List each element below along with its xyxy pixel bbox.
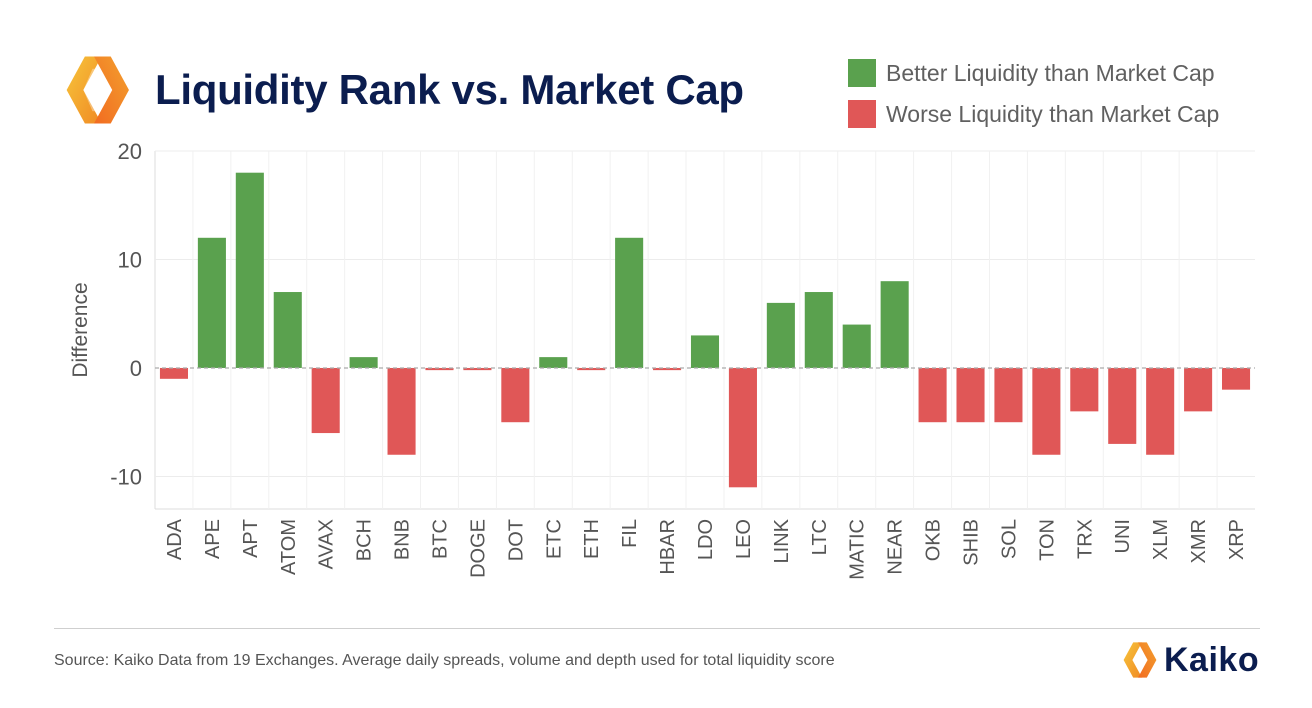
x-tick-label-okb: OKB (923, 519, 945, 561)
bar-ape (197, 237, 226, 368)
y-tick-labels: 20 10 0 -10 (110, 139, 142, 489)
legend-item-better: Better Liquidity than Market Cap (848, 58, 1219, 88)
y-tick-label: -10 (110, 464, 142, 489)
x-tick-label-bnb: BNB (392, 519, 414, 560)
bar-trx (1070, 367, 1099, 412)
legend-item-worse: Worse Liquidity than Market Cap (848, 99, 1219, 129)
footer-divider (54, 628, 1260, 629)
chart-title: Liquidity Rank vs. Market Cap (155, 66, 744, 113)
x-tick-label-xrp: XRP (1226, 519, 1248, 560)
bar-atom (273, 292, 302, 368)
x-tick-label-etc: ETC (543, 519, 565, 559)
bar-bnb (387, 367, 416, 455)
x-tick-label-sol: SOL (998, 519, 1020, 559)
x-tick-label-ltc: LTC (809, 519, 831, 555)
bar-doge (463, 367, 492, 371)
x-tick-label-ada: ADA (164, 518, 186, 560)
x-tick-label-matic: MATIC (847, 519, 869, 580)
x-tick-label-btc: BTC (429, 519, 451, 559)
y-tick-label: 0 (130, 356, 142, 381)
x-tick-label-doge: DOGE (467, 519, 489, 578)
chart-legend: Better Liquidity than Market Cap Worse L… (848, 58, 1219, 140)
bar-xrp (1222, 367, 1251, 390)
x-tick-label-xmr: XMR (1188, 519, 1210, 563)
bar-leo (728, 367, 757, 488)
bar-etc (539, 357, 568, 368)
x-tick-label-eth: ETH (581, 519, 603, 559)
kaiko-logo-icon (1123, 642, 1157, 678)
bar-uni (1108, 367, 1137, 444)
x-tick-label-hbar: HBAR (657, 519, 679, 575)
x-tick-label-leo: LEO (733, 519, 755, 559)
bar-shib (956, 367, 985, 423)
x-tick-label-near: NEAR (885, 519, 907, 575)
x-tick-label-ton: TON (1036, 519, 1058, 561)
x-tick-label-avax: AVAX (316, 519, 338, 569)
legend-swatch-worse (848, 100, 876, 128)
bar-xlm (1146, 367, 1175, 455)
x-tick-label-ldo: LDO (695, 519, 717, 560)
bar-eth (577, 367, 606, 371)
legend-label-worse: Worse Liquidity than Market Cap (886, 100, 1220, 127)
legend-label-better: Better Liquidity than Market Cap (886, 59, 1215, 86)
x-tick-label-link: LINK (771, 518, 793, 563)
x-tick-label-bch: BCH (354, 519, 376, 561)
x-tick-label-apt: APT (240, 519, 262, 558)
bar-chart: 20 10 0 -10 ADA APE APT ATOM AVAX BCH BNB BTC DOGE D… (69, 139, 1255, 580)
bars-layer (159, 172, 1251, 488)
bar-ldo (690, 335, 720, 368)
bar-apt (235, 172, 264, 368)
y-tick-label: 10 (118, 247, 142, 272)
x-tick-label-shib: SHIB (961, 519, 983, 566)
y-tick-label: 20 (118, 139, 142, 164)
bar-okb (918, 367, 947, 423)
bar-sol (994, 367, 1023, 423)
bar-bch (349, 357, 378, 368)
bar-xmr (1184, 367, 1213, 412)
bar-hbar (653, 367, 682, 371)
y-axis-label: Difference (69, 282, 92, 377)
bar-fil (615, 237, 644, 368)
x-tick-label-dot: DOT (505, 519, 527, 561)
source-note: Source: Kaiko Data from 19 Exchanges. Av… (54, 652, 835, 669)
bar-link (766, 302, 795, 368)
kaiko-logo-icon (66, 56, 129, 124)
bar-ltc (804, 292, 833, 368)
x-tick-label-trx: TRX (1074, 519, 1096, 559)
x-tick-label-atom: ATOM (278, 519, 300, 575)
grid-layer (154, 150, 1255, 510)
x-tick-label-xlm: XLM (1150, 519, 1172, 560)
bar-matic (842, 324, 871, 368)
bar-avax (311, 367, 340, 434)
x-tick-label-fil: FIL (619, 519, 641, 548)
bar-dot (501, 367, 530, 423)
x-tick-labels: ADA APE APT ATOM AVAX BCH BNB BTC DOGE DOT ETC ETH F… (164, 518, 1248, 579)
bar-near (880, 281, 909, 368)
bar-ton (1032, 367, 1061, 455)
brand-name: Kaiko (1164, 641, 1260, 679)
legend-swatch-better (848, 59, 876, 87)
bar-btc (425, 367, 454, 371)
brand-logo: Kaiko (1118, 640, 1259, 680)
x-tick-label-ape: APE (202, 519, 224, 559)
x-tick-label-uni: UNI (1112, 519, 1134, 553)
bar-ada (159, 367, 188, 379)
